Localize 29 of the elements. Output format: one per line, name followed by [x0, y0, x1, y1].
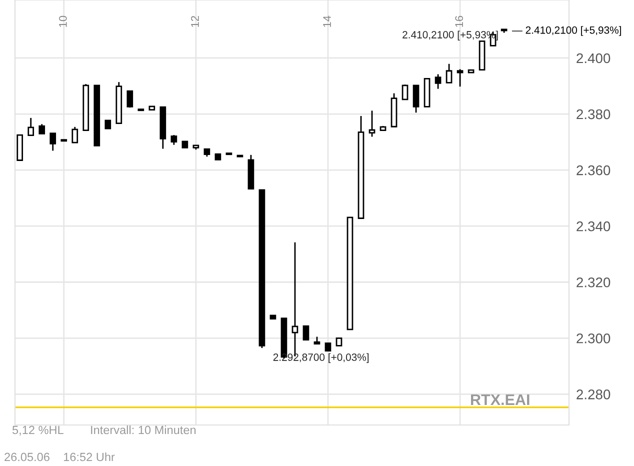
x-tick-label: 14 — [323, 16, 331, 27]
annotation: — 2.410,2100 [+5,93%] — [512, 26, 622, 36]
y-tick-label: 2.340 — [576, 221, 610, 232]
candlestick — [170, 134, 178, 146]
y-tick-label: 2.360 — [576, 165, 610, 176]
candlestick — [28, 117, 34, 136]
candlestick — [368, 110, 376, 138]
candlestick — [446, 63, 452, 84]
y-tick-label: 2.280 — [576, 390, 610, 400]
candlestick — [72, 126, 78, 144]
annotation: RTX.EAI — [471, 394, 530, 405]
y-tick-label: 2.400 — [576, 53, 610, 64]
candlestick — [38, 123, 46, 134]
candlestick — [412, 84, 420, 114]
candlestick — [50, 132, 56, 152]
candlestick — [126, 90, 134, 108]
candlestick — [456, 68, 464, 88]
candlestick — [302, 325, 310, 341]
x-tick-label: 10 — [58, 16, 67, 27]
y-tick-label: 2.300 — [576, 333, 610, 344]
text: 26.05.06 16:52 Uhr — [4, 452, 115, 462]
candlestick — [402, 84, 408, 100]
y-tick-label: 2.380 — [576, 109, 610, 120]
candlestick — [434, 74, 442, 90]
x-tick-label: 16 — [455, 16, 464, 27]
y-tick-label: 2.320 — [576, 277, 610, 288]
text: Intervall: 10 Minuten — [91, 425, 196, 434]
text: 5,12 %HL — [12, 426, 64, 436]
x-tick-label: 12 — [191, 16, 199, 27]
